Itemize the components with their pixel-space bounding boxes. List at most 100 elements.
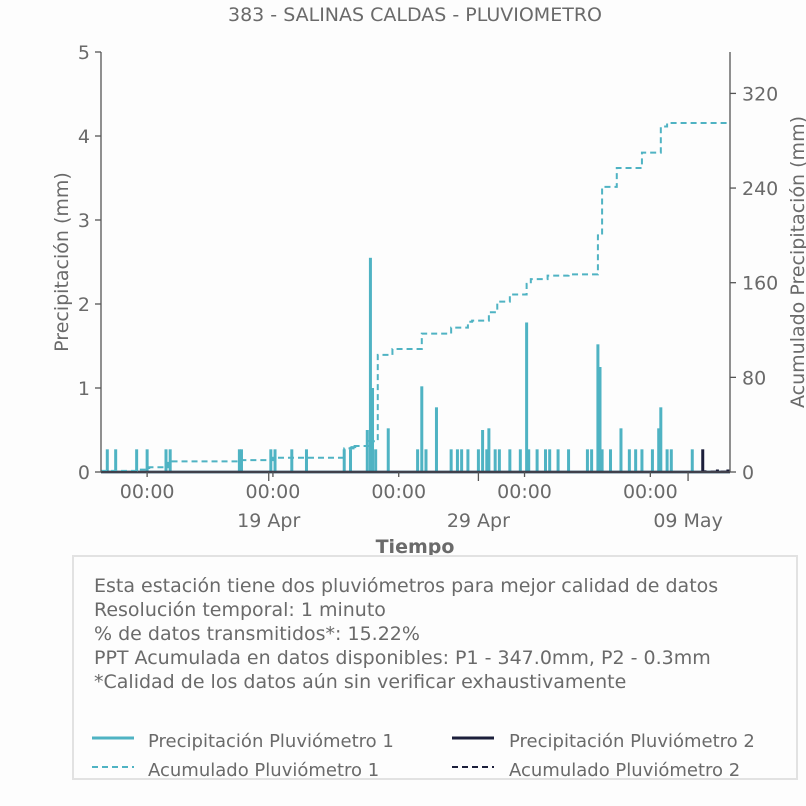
series-precipitacion-pluviometro-1-bar [420,386,424,472]
y-right-tick-label: 0 [742,462,754,484]
series-precipitacion-pluviometro-1-bar [527,449,531,472]
series-precipitacion-pluviometro-1-bar [598,367,602,472]
series-precipitacion-pluviometro-1-bar [493,449,497,472]
series-precipitacion-pluviometro-1-bar [640,449,644,472]
y-right-tick-label: 320 [742,83,778,105]
series-precipitacion-pluviometro-1-bar [424,449,428,472]
series-precipitacion-pluviometro-1-bar [135,449,139,472]
series-precipitacion-pluviometro-1-bar [596,344,600,472]
series-precipitacion-pluviometro-1-bar [497,449,501,472]
info-line-accumulated: PPT Acumulada en datos disponibles: P1 -… [94,647,711,669]
legend-label-acc2: Acumulado Pluviómetro 2 [509,760,741,781]
info-line-stations: Esta estación tiene dos pluviómetros par… [94,575,719,597]
x-date-tick-label: 19 Apr [237,510,300,532]
series-precipitacion-pluviometro-1-bar [634,449,638,472]
legend-label-p2: Precipitación Pluviómetro 2 [509,731,755,752]
x-axis-label: Tiempo [376,536,455,558]
series-precipitacion-pluviometro-2-bar [701,449,705,472]
series-precipitacion-pluviometro-1-bar [650,449,654,472]
info-line-transmitted: % de datos transmitidos*: 15.22% [94,623,420,645]
series-precipitacion-pluviometro-1-bar [342,449,346,472]
series-precipitacion-pluviometro-1-bar [114,449,118,472]
series-precipitacion-pluviometro-1-bar [386,428,390,472]
precipitation-chart: 383 - SALINAS CALDAS - PLUVIOMETRO Preci… [51,4,806,558]
series-precipitacion-pluviometro-2-bar [726,469,730,472]
series-precipitacion-pluviometro-1-bar [508,449,512,472]
series-precipitacion-pluviometro-1-bar [290,449,294,472]
series-precipitacion-pluviometro-1-bar [145,449,149,472]
x-time-tick-label: 00:00 [497,481,552,503]
series-precipitacion-pluviometro-1-bar [600,449,604,472]
series-precipitacion-pluviometro-1-bar [487,428,491,472]
series-precipitacion-pluviometro-1-bar [449,449,453,472]
x-date-tick-label: 09 May [653,510,723,532]
series-acumulado-pluviometro-1-line [101,121,728,472]
series-precipitacion-pluviometro-1-bar [525,322,529,472]
series-precipitacion-pluviometro-1-bar [556,449,560,472]
series-precipitacion-pluviometro-1-bar [466,449,470,472]
series-precipitacion-pluviometro-1-bar [665,449,669,472]
legend-swatch-p2 [452,736,494,740]
series-precipitacion-pluviometro-1-bar [590,449,594,472]
y-right-tick-label: 160 [742,273,778,295]
x-time-tick-label: 00:00 [371,481,426,503]
series-precipitacion-pluviometro-1-bar [608,449,612,472]
y-right-tick-label: 80 [742,367,766,389]
series-precipitacion-pluviometro-2-bar [715,469,719,472]
legend-swatch-acc2 [452,766,494,768]
y-left-tick-label: 1 [78,378,90,400]
series-precipitacion-pluviometro-1-bar [690,449,694,472]
series-precipitacion-pluviometro-1-bar [374,449,378,472]
y-left-tick-label: 4 [78,126,90,148]
y-axis-right-label: Acumulado Precipitación (mm) [787,116,806,408]
y-right-tick-label: 240 [742,178,778,200]
series-precipitacion-pluviometro-1-bar [273,449,277,472]
series-precipitacion-pluviometro-1-bar [455,449,459,472]
axes: 0 1 2 3 4 5 0 80 160 240 320 00:00 00:00 00:00 00:00 00… [78,42,778,532]
y-left-tick-label: 3 [78,210,90,232]
series-precipitacion-pluviometro-1-bar [659,407,663,472]
x-date-tick-label: 29 Apr [447,510,510,532]
info-line-resolution: Resolución temporal: 1 minuto [94,599,386,621]
y-left-tick-label: 0 [78,462,90,484]
series-precipitacion-pluviometro-1-bar [349,449,353,472]
series-precipitacion-pluviometro-1-bar [548,449,552,472]
x-time-tick-label: 00:00 [246,481,301,503]
series-precipitacion-pluviometro-1-bar [485,449,489,472]
series-precipitacion-pluviometro-1-bar [416,449,420,472]
legend-label-acc1: Acumulado Pluviómetro 1 [148,760,380,781]
x-time-tick-label: 00:00 [120,481,175,503]
y-left-tick-label: 5 [78,42,90,64]
series-precipitacion-pluviometro-1-bar [105,449,109,472]
series-precipitacion-pluviometro-1-bar [518,449,522,472]
y-left-tick-label: 2 [78,294,90,316]
series-precipitacion-pluviometro-1-bar [627,449,631,472]
series-precipitacion-pluviometro-1-bar [237,449,241,472]
info-line-quality-note: *Calidad de los datos aún sin verificar … [94,671,627,693]
series-precipitacion-pluviometro-1-bar [481,430,485,472]
x-time-tick-label: 00:00 [623,481,678,503]
series-precipitacion-pluviometro-1-bar [168,449,172,472]
series-precipitacion-pluviometro-1-bar [371,388,375,472]
series-precipitacion-pluviometro-1-bar [304,449,308,472]
series-precipitacion-pluviometro-1-bar [368,257,372,472]
legend-swatch-acc1 [92,766,134,768]
legend-swatch-p1 [92,736,134,740]
info-box: Esta estación tiene dos pluviómetros par… [72,555,798,781]
series-precipitacion-pluviometro-1-bar [567,449,571,472]
series-precipitacion-pluviometro-1-bar [543,449,547,472]
series-precipitacion-pluviometro-1-bar [585,449,589,472]
series-precipitacion-pluviometro-1-bar [657,428,661,472]
series-precipitacion-pluviometro-1-bar [434,407,438,472]
y-axis-left-label: Precipitación (mm) [51,172,73,352]
series-precipitacion-pluviometro-1-bar [164,449,168,472]
legend-label-p1: Precipitación Pluviómetro 1 [148,731,394,752]
series-precipitacion-pluviometro-1-bar [619,428,623,472]
series-precipitacion-pluviometro-1-bar [460,449,464,472]
series-precipitacion-pluviometro-1-bar [535,449,539,472]
series-precipitacion-pluviometro-1-bar [476,449,480,472]
series-precipitacion-pluviometro-1-bar [669,449,673,472]
series-precipitacion-pluviometro-1-bar [365,430,369,472]
chart-title: 383 - SALINAS CALDAS - PLUVIOMETRO [228,4,602,26]
plot-area [101,121,730,474]
